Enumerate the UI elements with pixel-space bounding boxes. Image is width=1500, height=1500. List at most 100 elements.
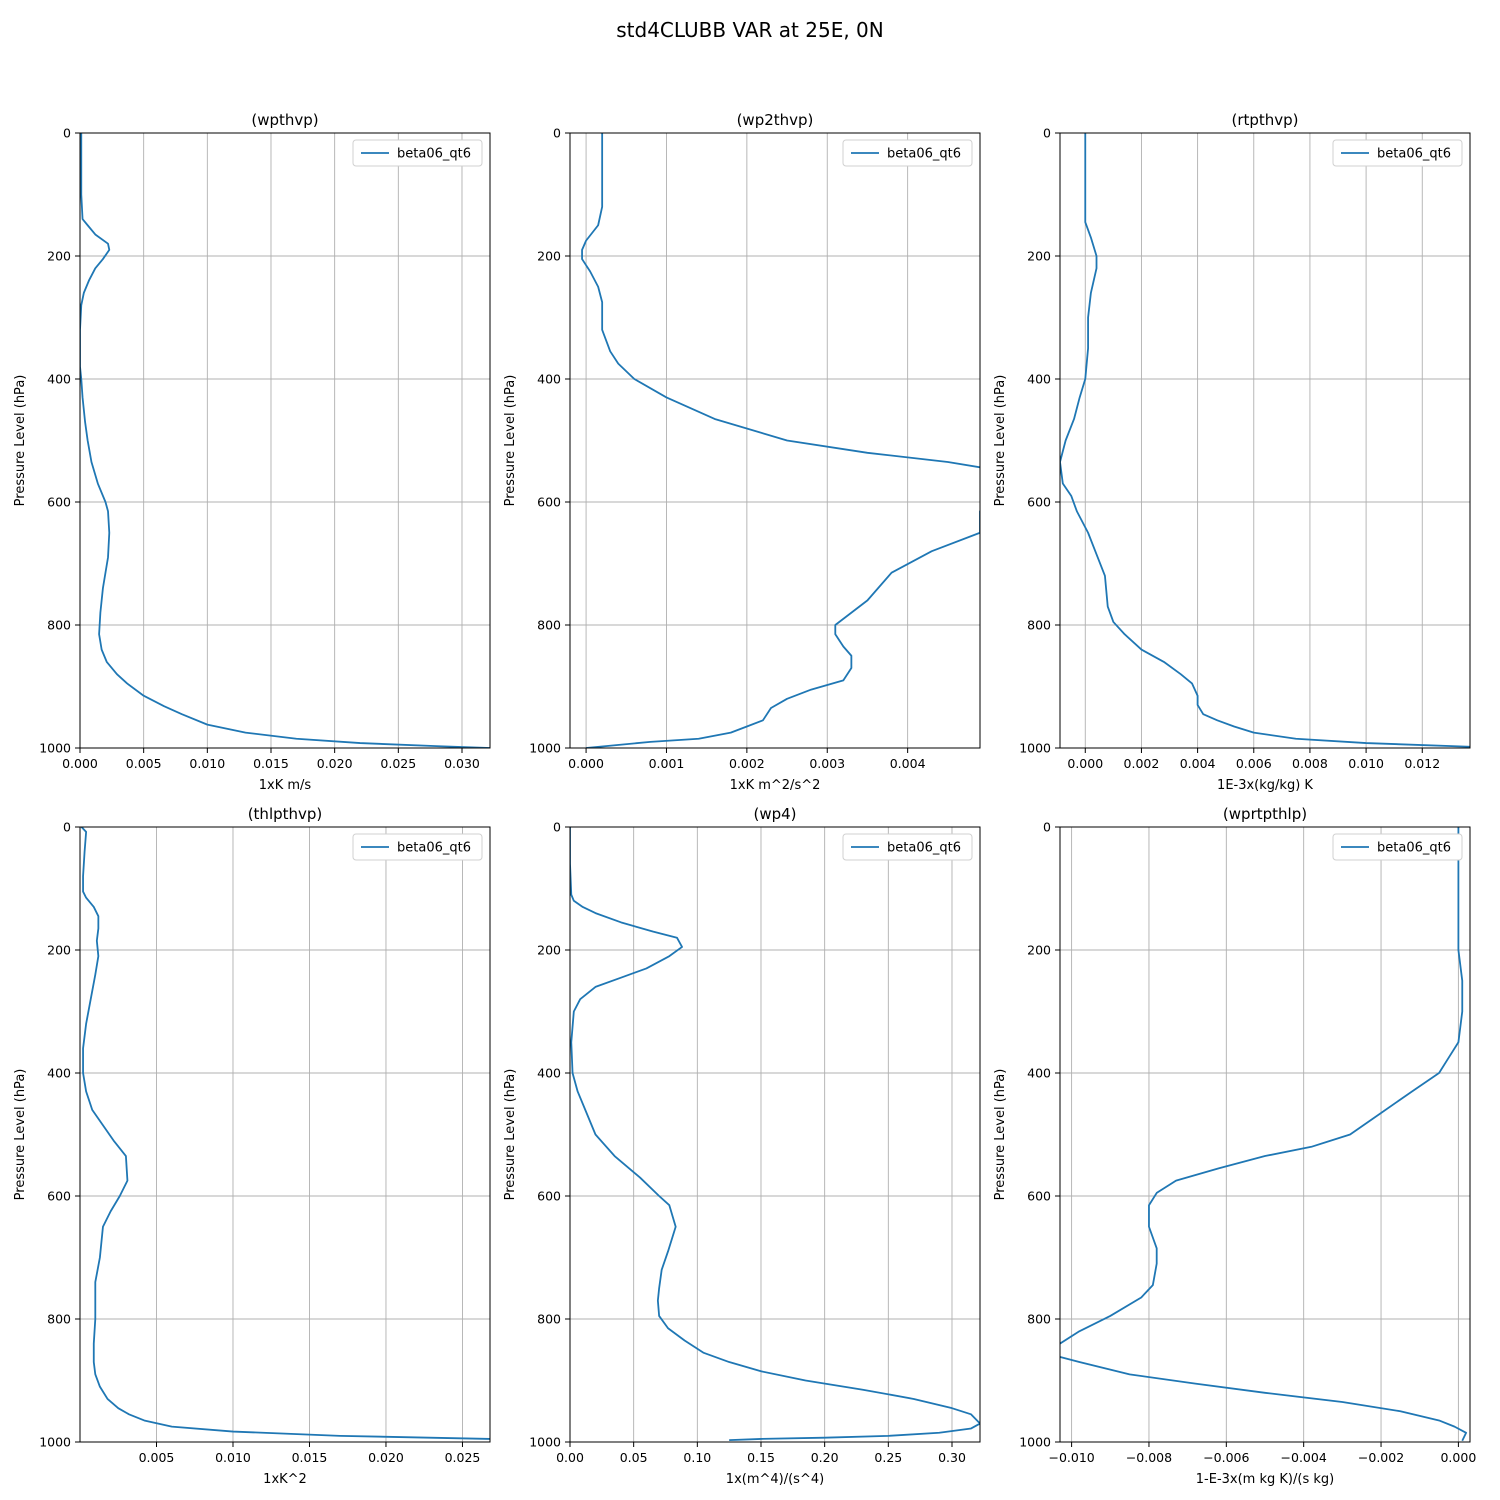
y-tick-label: 200 <box>47 943 71 958</box>
subplot-1: 0.000 0.005 0.010 0.015 0.020 0.025 0.030 0 200 4… <box>13 111 491 793</box>
legend-label: beta06_qt6 <box>397 841 471 856</box>
legend-label: beta06_qt6 <box>1377 147 1451 162</box>
y-axis-label: Pressure Level (hPa) <box>503 1069 518 1201</box>
x-tick-label: 0.020 <box>317 756 353 771</box>
x-tick-label: 0.010 <box>1348 756 1384 771</box>
y-tick-label: 200 <box>1027 943 1051 958</box>
x-tick-label: 0.20 <box>811 1450 839 1465</box>
x-tick-label: 0.005 <box>139 1450 175 1465</box>
x-tick-label: 0.025 <box>445 1450 481 1465</box>
series-line <box>80 133 490 748</box>
y-tick-label: 1000 <box>1019 1435 1051 1450</box>
x-tick-label: −0.004 <box>1281 1450 1327 1465</box>
x-tick-label: 0.030 <box>444 756 480 771</box>
legend: beta06_qt6 <box>352 833 483 861</box>
series-line <box>581 133 980 748</box>
y-tick-label: 0 <box>1043 820 1051 835</box>
legend-label: beta06_qt6 <box>1377 841 1451 856</box>
series-line <box>1060 133 1470 748</box>
x-tick-label: 0.15 <box>747 1450 775 1465</box>
legend: beta06_qt6 <box>1332 833 1463 861</box>
y-tick-label: 400 <box>537 1066 561 1081</box>
x-axis-label: 1-E-3x(m kg K)/(s kg) <box>1196 1472 1334 1487</box>
x-tick-label: 0.004 <box>1180 756 1216 771</box>
y-axis-label: Pressure Level (hPa) <box>13 375 28 507</box>
y-tick-label: 0 <box>63 820 71 835</box>
subplot-title: (wp4) <box>753 805 796 823</box>
legend: beta06_qt6 <box>842 139 973 167</box>
x-tick-label: −0.002 <box>1358 1450 1404 1465</box>
y-tick-label: 800 <box>537 618 561 633</box>
x-tick-label: 0.010 <box>189 756 225 771</box>
subplot-title: (wp2thvp) <box>737 111 814 129</box>
y-tick-label: 800 <box>47 618 71 633</box>
plot-frame <box>569 132 981 749</box>
y-tick-label: 600 <box>537 495 561 510</box>
y-tick-label: 400 <box>47 372 71 387</box>
x-tick-label: 0.001 <box>649 756 685 771</box>
x-tick-label: 0.020 <box>368 1450 404 1465</box>
x-tick-label: 0.000 <box>62 756 98 771</box>
series-line <box>1060 827 1468 1442</box>
x-tick-label: 0.025 <box>380 756 416 771</box>
x-tick-label: 0.015 <box>253 756 289 771</box>
subplot-title: (thlpthvp) <box>248 805 323 823</box>
y-tick-label: 1000 <box>529 1435 561 1450</box>
plot-frame <box>1059 132 1471 749</box>
legend-box <box>1332 139 1463 167</box>
x-tick-label: 0.003 <box>809 756 845 771</box>
y-tick-label: 400 <box>537 372 561 387</box>
y-axis-label: Pressure Level (hPa) <box>993 1069 1008 1201</box>
x-tick-label: 0.000 <box>1067 756 1103 771</box>
x-tick-label: 0.005 <box>126 756 162 771</box>
y-tick-label: 0 <box>553 126 561 141</box>
y-tick-label: 600 <box>1027 1189 1051 1204</box>
x-tick-label: 0.00 <box>556 1450 584 1465</box>
legend-label: beta06_qt6 <box>887 841 961 856</box>
y-tick-label: 1000 <box>39 741 71 756</box>
x-tick-label: 0.006 <box>1236 756 1272 771</box>
plot-frame <box>1059 826 1471 1443</box>
y-axis-label: Pressure Level (hPa) <box>993 375 1008 507</box>
figure-title: std4CLUBB VAR at 25E, 0N <box>616 18 884 42</box>
legend: beta06_qt6 <box>352 139 483 167</box>
x-tick-label: 0.012 <box>1404 756 1440 771</box>
y-tick-label: 800 <box>47 1312 71 1327</box>
subplot-title: (wpthvp) <box>251 111 318 129</box>
y-tick-label: 600 <box>1027 495 1051 510</box>
legend-label: beta06_qt6 <box>397 147 471 162</box>
x-tick-label: 0.008 <box>1292 756 1328 771</box>
y-tick-label: 600 <box>537 1189 561 1204</box>
y-tick-label: 400 <box>1027 1066 1051 1081</box>
y-tick-label: 400 <box>1027 372 1051 387</box>
y-tick-label: 800 <box>1027 1312 1051 1327</box>
subplot-title: (wprtpthlp) <box>1223 805 1307 823</box>
y-tick-label: 600 <box>47 495 71 510</box>
x-tick-label: 0.002 <box>1124 756 1160 771</box>
y-axis-label: Pressure Level (hPa) <box>503 375 518 507</box>
x-tick-label: 0.002 <box>729 756 765 771</box>
subplot-4: 0.005 0.010 0.015 0.020 0.025 0 200 400 600 800 10… <box>13 805 491 1487</box>
y-tick-label: 200 <box>537 943 561 958</box>
x-tick-label: 0.000 <box>568 756 604 771</box>
y-tick-label: 0 <box>63 126 71 141</box>
subplot-title: (rtpthvp) <box>1231 111 1298 129</box>
legend-box <box>842 139 973 167</box>
y-tick-label: 200 <box>47 249 71 264</box>
x-tick-label: 0.000 <box>1440 1450 1476 1465</box>
subplot-5: 0.00 0.05 0.10 0.15 0.20 0.25 0.30 0 200 400 600 80… <box>503 805 981 1487</box>
subplot-6: −0.010 −0.008 −0.006 −0.004 −0.002 0.000 0 200 4… <box>993 805 1476 1487</box>
x-axis-label: 1E-3x(kg/kg) K <box>1217 778 1313 793</box>
plot-frame <box>79 826 491 1443</box>
x-tick-label: 0.004 <box>890 756 926 771</box>
x-tick-label: 0.25 <box>874 1450 902 1465</box>
y-tick-label: 800 <box>537 1312 561 1327</box>
x-tick-label: 0.015 <box>292 1450 328 1465</box>
y-tick-label: 200 <box>537 249 561 264</box>
y-tick-label: 1000 <box>39 1435 71 1450</box>
x-tick-label: 0.010 <box>215 1450 251 1465</box>
x-axis-label: 1xK^2 <box>263 1472 307 1487</box>
subplot-2: 0.000 0.001 0.002 0.003 0.004 0 200 400 600 800 10… <box>503 111 981 793</box>
